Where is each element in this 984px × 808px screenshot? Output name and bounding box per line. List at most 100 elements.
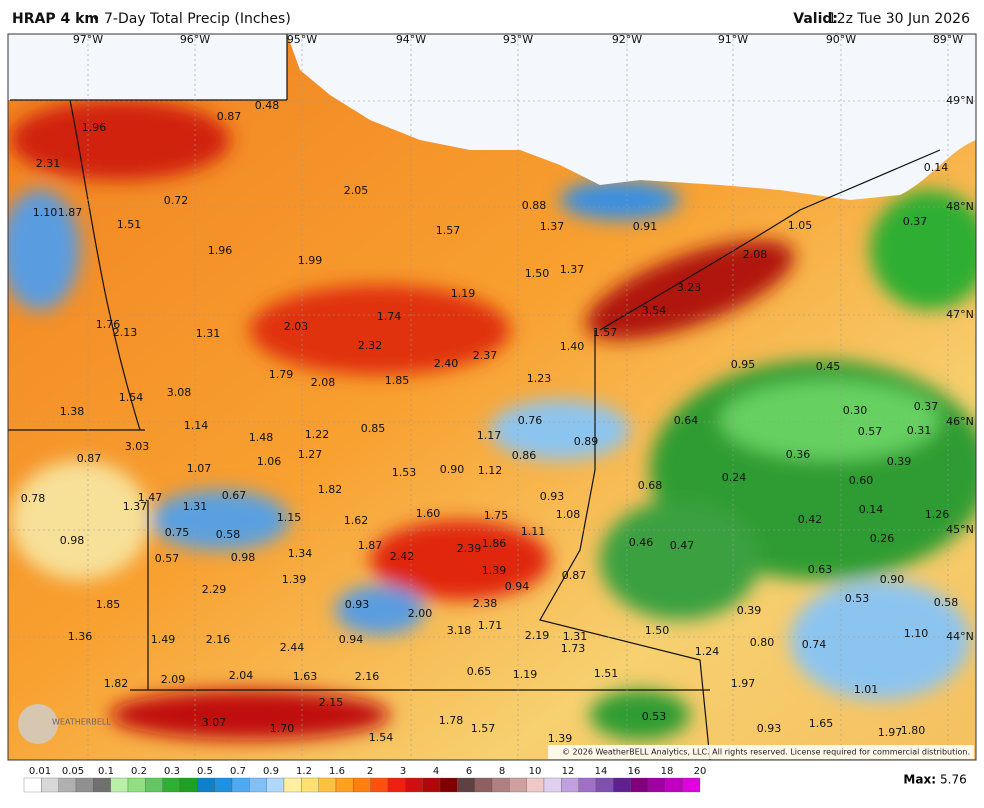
lake-superior bbox=[287, 34, 976, 200]
precip-value: 1.37 bbox=[540, 220, 565, 233]
bullet: • bbox=[92, 11, 100, 27]
precip-value: 2.19 bbox=[525, 629, 550, 642]
precip-value: 0.53 bbox=[845, 592, 870, 605]
lon-label: 92°W bbox=[612, 33, 642, 46]
precip-value: 1.10 bbox=[904, 627, 929, 640]
precip-value: 0.24 bbox=[722, 471, 747, 484]
precip-value: 0.46 bbox=[629, 536, 654, 549]
precip-value: 0.87 bbox=[562, 569, 587, 582]
lon-label: 90°W bbox=[826, 33, 856, 46]
precip-value: 1.14 bbox=[184, 419, 209, 432]
legend-label: 3 bbox=[400, 766, 406, 777]
legend-swatch bbox=[526, 777, 545, 793]
precip-value: 0.85 bbox=[361, 422, 386, 435]
precip-value: 0.65 bbox=[467, 665, 492, 678]
precip-value: 0.86 bbox=[512, 449, 537, 462]
legend: Max: 5.76 0.01 0.05 0.1 0.2 0.3 0.5 0.7 0.9 1.2 1… bbox=[23, 766, 967, 793]
precip-value: 2.08 bbox=[311, 376, 336, 389]
precip-value: 0.90 bbox=[880, 573, 905, 586]
legend-swatch bbox=[682, 777, 701, 793]
precip-value: 0.94 bbox=[505, 580, 530, 593]
precip-value: 1.76 bbox=[96, 318, 121, 331]
legend-swatch bbox=[162, 777, 181, 793]
legend-swatch bbox=[249, 777, 267, 793]
precip-value: 1.87 bbox=[358, 539, 383, 552]
precip-value: 0.91 bbox=[633, 220, 658, 233]
precip-value: 0.14 bbox=[859, 503, 884, 516]
precip-value: 1.22 bbox=[305, 428, 330, 441]
precip-value: 1.99 bbox=[298, 254, 323, 267]
legend-swatch bbox=[318, 777, 337, 793]
legend-swatch bbox=[214, 777, 233, 793]
precip-value: 1.39 bbox=[482, 564, 507, 577]
borders bbox=[8, 34, 711, 760]
precip-value: 3.23 bbox=[677, 281, 702, 294]
precip-value: 1.39 bbox=[548, 732, 573, 745]
precip-value: 1.27 bbox=[298, 448, 323, 461]
lon-label: 96°W bbox=[180, 33, 210, 46]
legend-swatch bbox=[110, 777, 129, 793]
precip-value: 0.87 bbox=[77, 452, 102, 465]
canada-mask bbox=[8, 34, 287, 100]
precip-value: 0.39 bbox=[887, 455, 912, 468]
lon-label: 89°W bbox=[933, 33, 963, 46]
legend-label: 0.7 bbox=[230, 766, 246, 777]
lon-label: 94°W bbox=[396, 33, 426, 46]
precip-value: 1.23 bbox=[527, 372, 552, 385]
precip-value: 1.37 bbox=[560, 263, 585, 276]
legend-label: 16 bbox=[628, 766, 641, 777]
precip-blobs bbox=[8, 100, 976, 740]
legend-swatch bbox=[23, 777, 42, 793]
map-labels: 97°W 96°W 95°W 94°W 93°W 92°W 91°W 90°W 89°W 49°N… bbox=[21, 33, 974, 745]
legend-swatch bbox=[509, 777, 527, 793]
precip-value: 2.44 bbox=[280, 641, 305, 654]
legend-label: 12 bbox=[562, 766, 575, 777]
max-label: Max: bbox=[903, 773, 936, 787]
precip-value: 1.82 bbox=[104, 677, 129, 690]
legend-swatch bbox=[595, 777, 614, 793]
precip-value: 1.50 bbox=[525, 267, 550, 280]
precip-value: 0.14 bbox=[924, 161, 949, 174]
precip-value: 1.53 bbox=[392, 466, 417, 479]
lat-label: 46°N bbox=[946, 415, 974, 428]
precip-value: 0.57 bbox=[155, 552, 180, 565]
precip-value: 1.47 bbox=[138, 491, 163, 504]
precip-value: 0.98 bbox=[231, 551, 256, 564]
logo: WEATHERBELL bbox=[52, 718, 111, 727]
precip-value: 0.98 bbox=[60, 534, 85, 547]
lon-label: 95°W bbox=[287, 33, 317, 46]
precip-value: 2.09 bbox=[161, 673, 186, 686]
logo-globe bbox=[18, 704, 58, 744]
precip-value: 1.97 bbox=[731, 677, 756, 690]
precip-value: 1.57 bbox=[593, 326, 618, 339]
precip-value: 0.30 bbox=[843, 404, 868, 417]
precip-value: 2.39 bbox=[457, 542, 482, 555]
precip-value: 0.74 bbox=[802, 638, 827, 651]
legend-label: 4 bbox=[433, 766, 439, 777]
legend-swatch bbox=[41, 777, 59, 793]
legend-swatch bbox=[647, 777, 666, 793]
precip-value: 2.16 bbox=[206, 633, 231, 646]
precip-value: 1.96 bbox=[208, 244, 233, 257]
precip-value: 1.85 bbox=[96, 598, 121, 611]
legend-swatch bbox=[439, 777, 458, 793]
legend-label: 20 bbox=[694, 766, 707, 777]
precip-value: 1.82 bbox=[318, 483, 343, 496]
copyright-bg bbox=[548, 745, 974, 759]
lat-label: 47°N bbox=[946, 308, 974, 321]
precip-value: 1.37 bbox=[123, 500, 148, 513]
lon-label: 93°W bbox=[503, 33, 533, 46]
precip-value: 1.75 bbox=[484, 509, 509, 522]
precip-value: 2.29 bbox=[202, 583, 227, 596]
precip-value: 2.15 bbox=[319, 696, 344, 709]
precip-value: 1.87 bbox=[58, 206, 83, 219]
header: HRAP 4 km • 7-Day Total Precip (Inches) … bbox=[12, 11, 970, 27]
precip-value: 1.54 bbox=[369, 731, 394, 744]
precip-value: 0.94 bbox=[339, 633, 364, 646]
precip-value: 1.40 bbox=[560, 340, 585, 353]
precip-value: 2.38 bbox=[473, 597, 498, 610]
precip-value: 0.26 bbox=[870, 532, 895, 545]
lat-label: 45°N bbox=[946, 523, 974, 536]
precip-value: 1.24 bbox=[695, 645, 720, 658]
